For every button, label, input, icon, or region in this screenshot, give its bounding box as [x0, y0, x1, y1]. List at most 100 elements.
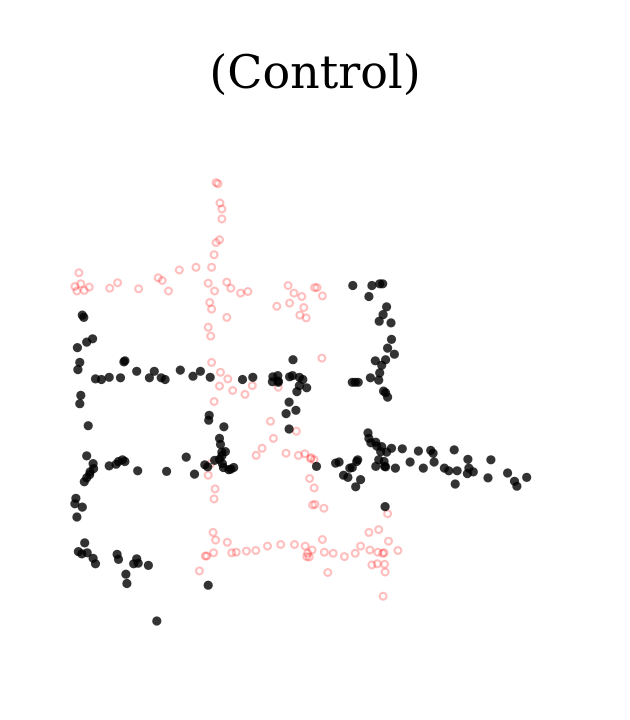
data-point [356, 541, 366, 551]
data-point [268, 433, 278, 443]
data-point [297, 292, 307, 302]
data-point [390, 463, 400, 473]
data-point [209, 494, 219, 504]
data-point [222, 277, 232, 287]
data-point [223, 374, 233, 384]
data-point [301, 313, 311, 323]
data-point [291, 426, 301, 436]
data-point [74, 268, 84, 278]
data-point [351, 482, 361, 492]
data-point [203, 470, 213, 480]
data-point [205, 372, 215, 382]
data-point [216, 367, 226, 377]
data-point [202, 551, 212, 561]
data-point [132, 366, 142, 376]
data-point [397, 444, 407, 454]
data-point [272, 301, 282, 311]
data-point [152, 616, 162, 626]
data-point [257, 443, 267, 453]
data-point [83, 421, 93, 431]
data-point [367, 560, 377, 570]
data-point [226, 464, 236, 474]
data-point [389, 349, 399, 359]
data-point [381, 355, 391, 365]
data-point [251, 450, 261, 460]
data-point [104, 461, 114, 471]
data-point [317, 353, 327, 363]
data-point [328, 548, 338, 558]
data-point [143, 560, 153, 571]
data-point [503, 468, 513, 478]
data-point [82, 337, 92, 347]
data-point [121, 569, 131, 579]
data-point [203, 580, 213, 590]
data-point [75, 399, 85, 409]
data-point [248, 372, 258, 382]
data-point [303, 548, 313, 558]
data-point [365, 545, 375, 555]
data-point [370, 356, 380, 366]
data-point [181, 452, 191, 462]
data-point [483, 473, 493, 483]
data-point [209, 397, 219, 407]
data-point [323, 567, 333, 577]
data-point [215, 439, 226, 449]
data-point [237, 374, 248, 385]
data-point [339, 552, 349, 562]
data-point [209, 548, 219, 558]
data-point [304, 552, 314, 562]
data-point [300, 541, 310, 551]
data-point [380, 567, 390, 577]
data-point [375, 368, 385, 378]
data-point [243, 287, 253, 297]
data-point [213, 179, 223, 189]
data-point [211, 535, 221, 545]
data-point [429, 457, 439, 467]
data-point [287, 371, 298, 381]
data-point [105, 283, 115, 293]
data-point [374, 525, 384, 535]
data-point [300, 449, 310, 459]
data-point [149, 366, 159, 376]
data-point [75, 357, 85, 367]
data-point [191, 262, 201, 272]
data-point [413, 446, 423, 456]
data-point [205, 298, 215, 308]
data-point [383, 392, 393, 402]
data-point [462, 469, 472, 479]
data-point [312, 283, 322, 293]
data-point [439, 463, 449, 473]
data-point [371, 461, 381, 471]
data-point [210, 455, 220, 465]
data-point [210, 484, 220, 494]
data-point [378, 279, 388, 289]
data-point [133, 466, 143, 476]
data-point [310, 283, 320, 293]
series-1 [70, 279, 532, 626]
data-point [382, 302, 392, 312]
data-point [374, 316, 384, 326]
data-point [353, 377, 363, 387]
data-point [215, 235, 225, 245]
data-point [72, 286, 82, 296]
data-point [317, 534, 327, 544]
data-point [306, 453, 316, 463]
data-point [70, 282, 80, 292]
data-point [380, 559, 390, 569]
data-point [134, 284, 144, 294]
data-point [310, 499, 320, 509]
data-point [72, 343, 82, 353]
data-point [386, 318, 396, 328]
data-point [374, 375, 384, 385]
chart-title: (Control) [209, 45, 420, 99]
data-point [79, 312, 89, 322]
data-point [217, 214, 227, 224]
data-point [84, 282, 94, 292]
data-point [207, 304, 217, 314]
plot-area [70, 178, 532, 626]
data-point [284, 424, 294, 434]
data-point [207, 357, 217, 367]
data-point [367, 280, 377, 291]
